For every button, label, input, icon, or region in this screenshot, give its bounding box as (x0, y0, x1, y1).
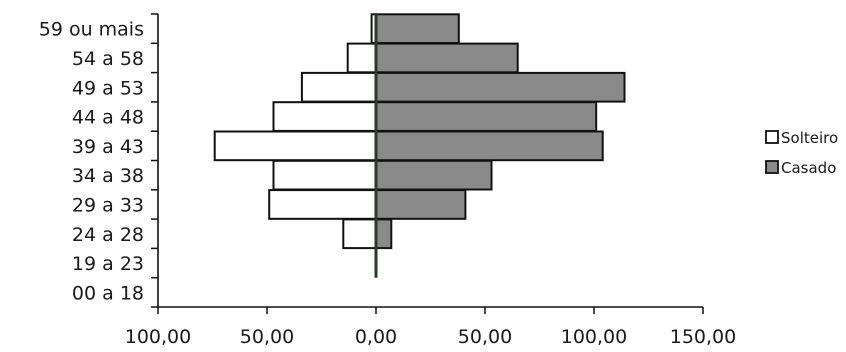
bar-casado-6 (375, 189, 467, 220)
bar-solteiro-7 (342, 218, 377, 250)
legend: Solteiro Casado (765, 129, 838, 177)
bar-casado-0 (375, 13, 460, 45)
bars-group (213, 13, 626, 250)
y-tick-label: 24 a 28 (72, 224, 144, 246)
bar-casado-4 (375, 130, 604, 162)
x-tick-label: 100,00 (125, 326, 191, 348)
legend-label-casado: Casado (781, 159, 836, 177)
x-tick-label: 150,00 (670, 326, 736, 348)
x-tick-label: 50,00 (458, 326, 512, 348)
legend-swatch-casado (765, 160, 779, 174)
y-tick-label: 00 a 18 (72, 282, 144, 304)
y-tick-label: 29 a 33 (72, 194, 144, 216)
legend-label-solteiro: Solteiro (781, 129, 838, 147)
axes-group (151, 13, 704, 314)
y-tick-label: 34 a 38 (72, 165, 144, 187)
legend-swatch-solteiro (765, 130, 779, 144)
y-tick-label: 19 a 23 (72, 253, 144, 275)
bar-solteiro-2 (300, 71, 377, 103)
bar-casado-2 (375, 71, 626, 103)
y-tick-label: 44 a 48 (72, 107, 144, 129)
bar-casado-7 (375, 218, 393, 250)
y-tick-label: 49 a 53 (72, 77, 144, 99)
x-tick-label: 100,00 (561, 326, 627, 348)
bar-casado-5 (375, 159, 493, 191)
y-tick-label: 39 a 43 (72, 136, 144, 158)
bar-casado-1 (375, 42, 519, 74)
y-tick-label: 59 ou mais (39, 19, 144, 41)
y-tick-labels: 59 ou mais 54 a 58 49 a 53 44 a 48 39 a 43 34… (39, 19, 144, 305)
bar-solteiro-6 (268, 189, 378, 220)
bar-solteiro-4 (213, 130, 377, 162)
bar-solteiro-1 (346, 42, 378, 74)
x-tick-label: 50,00 (240, 326, 294, 348)
x-tick-labels: 100,00 50,00 0,00 50,00 100,00 150,00 (125, 326, 736, 348)
bar-solteiro-3 (272, 101, 377, 132)
x-tick-label: 0,00 (355, 326, 397, 348)
bar-solteiro-5 (272, 159, 377, 191)
bar-casado-3 (375, 101, 598, 132)
y-tick-label: 54 a 58 (72, 48, 144, 70)
